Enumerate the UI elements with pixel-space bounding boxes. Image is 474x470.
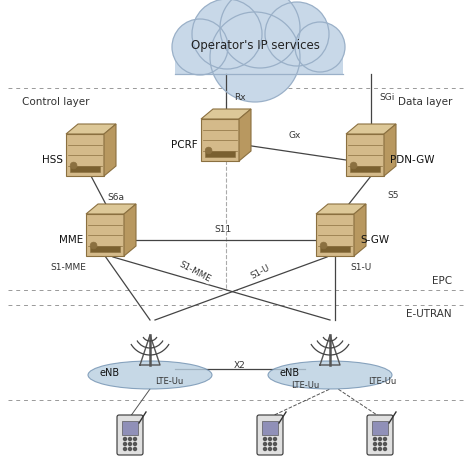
Text: S1-U: S1-U: [350, 264, 371, 273]
Text: S1-U: S1-U: [249, 263, 271, 281]
Text: X2: X2: [234, 360, 246, 369]
Polygon shape: [239, 109, 251, 161]
Circle shape: [350, 162, 357, 169]
Polygon shape: [320, 246, 350, 252]
Polygon shape: [205, 151, 235, 157]
Polygon shape: [201, 109, 251, 119]
Circle shape: [374, 447, 376, 451]
Circle shape: [383, 447, 386, 451]
Circle shape: [128, 447, 131, 451]
FancyBboxPatch shape: [117, 415, 143, 455]
Text: Operator's IP services: Operator's IP services: [191, 39, 319, 53]
Text: LTE-Uu: LTE-Uu: [155, 376, 183, 385]
Polygon shape: [384, 124, 396, 176]
Circle shape: [172, 19, 228, 75]
Polygon shape: [86, 204, 136, 214]
Circle shape: [273, 442, 276, 446]
Text: S1-MME: S1-MME: [50, 264, 86, 273]
Text: S-GW: S-GW: [360, 235, 389, 245]
Text: E-UTRAN: E-UTRAN: [406, 309, 452, 319]
Text: MME: MME: [59, 235, 83, 245]
Polygon shape: [354, 204, 366, 256]
Text: S11: S11: [214, 226, 232, 235]
Circle shape: [379, 438, 382, 440]
Circle shape: [379, 442, 382, 446]
Polygon shape: [372, 421, 388, 435]
Circle shape: [124, 438, 127, 440]
Text: PDN-GW: PDN-GW: [390, 155, 435, 165]
Circle shape: [383, 438, 386, 440]
Ellipse shape: [268, 361, 392, 389]
Circle shape: [192, 0, 262, 69]
Polygon shape: [70, 166, 100, 172]
FancyBboxPatch shape: [367, 415, 393, 455]
Circle shape: [210, 12, 300, 102]
Circle shape: [264, 442, 266, 446]
Circle shape: [264, 438, 266, 440]
Circle shape: [134, 442, 137, 446]
Text: LTE-Uu: LTE-Uu: [291, 381, 319, 390]
Circle shape: [128, 438, 131, 440]
Text: S5: S5: [387, 190, 399, 199]
Text: S1-MME: S1-MME: [178, 260, 212, 284]
Polygon shape: [350, 166, 380, 172]
Text: eNB: eNB: [100, 368, 120, 378]
Text: Gx: Gx: [289, 132, 301, 141]
Polygon shape: [66, 124, 116, 134]
Text: Rx: Rx: [234, 93, 246, 102]
Polygon shape: [201, 119, 239, 161]
Circle shape: [264, 447, 266, 451]
Circle shape: [383, 442, 386, 446]
Polygon shape: [86, 214, 124, 256]
Text: LTE-Uu: LTE-Uu: [368, 376, 396, 385]
Circle shape: [268, 447, 272, 451]
FancyBboxPatch shape: [257, 415, 283, 455]
Polygon shape: [346, 134, 384, 176]
Text: Control layer: Control layer: [22, 97, 90, 107]
Polygon shape: [124, 204, 136, 256]
Polygon shape: [104, 124, 116, 176]
Circle shape: [273, 447, 276, 451]
Polygon shape: [346, 124, 396, 134]
Circle shape: [90, 242, 97, 249]
Circle shape: [268, 438, 272, 440]
Circle shape: [320, 242, 327, 249]
Polygon shape: [175, 47, 343, 74]
Circle shape: [205, 147, 212, 154]
Circle shape: [273, 438, 276, 440]
Circle shape: [134, 447, 137, 451]
Circle shape: [70, 162, 77, 169]
Circle shape: [295, 22, 345, 72]
Circle shape: [268, 442, 272, 446]
Circle shape: [124, 442, 127, 446]
Polygon shape: [66, 134, 104, 176]
Polygon shape: [122, 421, 138, 435]
Text: S6a: S6a: [107, 194, 124, 203]
Text: EPC: EPC: [432, 276, 452, 286]
Circle shape: [374, 442, 376, 446]
Text: Data layer: Data layer: [398, 97, 452, 107]
Text: HSS: HSS: [42, 155, 63, 165]
Circle shape: [124, 447, 127, 451]
Circle shape: [379, 447, 382, 451]
Text: PCRF: PCRF: [172, 140, 198, 150]
Circle shape: [128, 442, 131, 446]
Text: SGi: SGi: [379, 93, 394, 102]
Text: eNB: eNB: [280, 368, 300, 378]
Polygon shape: [90, 246, 120, 252]
Ellipse shape: [88, 361, 212, 389]
Polygon shape: [316, 214, 354, 256]
Circle shape: [374, 438, 376, 440]
Polygon shape: [262, 421, 278, 435]
Circle shape: [220, 0, 300, 68]
Circle shape: [134, 438, 137, 440]
Polygon shape: [316, 204, 366, 214]
Circle shape: [265, 2, 329, 66]
